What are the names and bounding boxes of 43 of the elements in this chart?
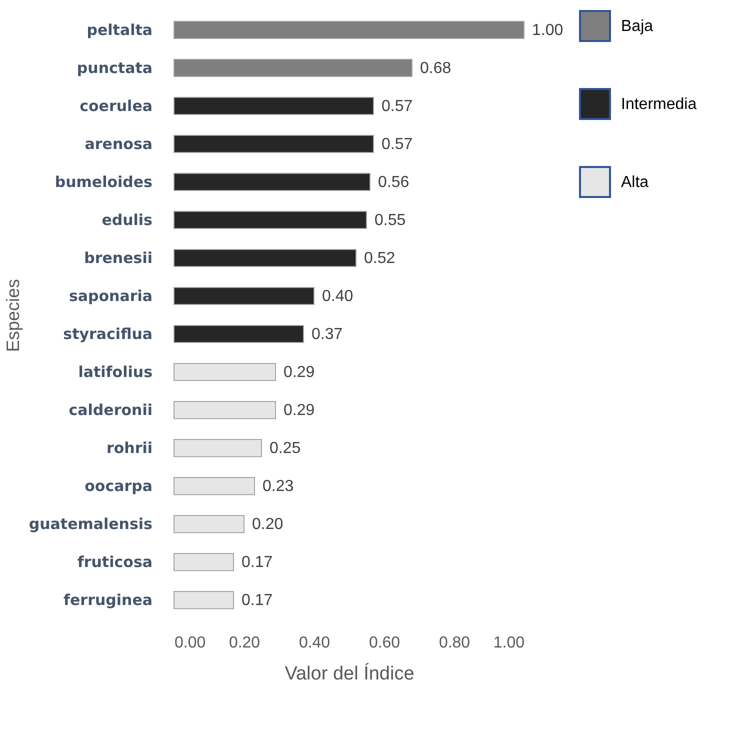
data-label: 0.20 bbox=[252, 516, 284, 534]
y-tick-label: ferruginea bbox=[63, 591, 152, 610]
y-axis-title: Especies bbox=[2, 278, 23, 352]
data-label: 0.17 bbox=[242, 592, 273, 610]
data-label: 0.55 bbox=[374, 212, 406, 229]
y-tick-label: oocarpa bbox=[84, 477, 152, 496]
x-tick-label: 0.00 bbox=[174, 634, 206, 652]
data-label: 0.29 bbox=[284, 402, 315, 420]
legend-label: Baja bbox=[621, 18, 654, 35]
data-label: 1.00 bbox=[532, 22, 564, 39]
x-tick-label: 0.60 bbox=[368, 634, 400, 652]
x-tick-label: 0.80 bbox=[438, 634, 470, 652]
data-label: 0.25 bbox=[270, 440, 301, 458]
x-tick-label: 0.20 bbox=[228, 634, 260, 652]
y-tick-label: saponaria bbox=[68, 286, 152, 305]
y-tick-label: edulis bbox=[102, 210, 153, 229]
x-axis-title: Valor del Índice bbox=[284, 662, 414, 684]
y-tick-label: brenesii bbox=[84, 248, 152, 267]
data-label: 0.68 bbox=[420, 60, 452, 77]
legend-label: Intermedia bbox=[621, 96, 697, 113]
y-tick-label: peltalta bbox=[86, 20, 152, 39]
y-tick-label: punctata bbox=[76, 58, 152, 77]
data-label: 0.56 bbox=[378, 174, 410, 191]
data-label: 0.57 bbox=[382, 136, 413, 153]
y-tick-label: latifolius bbox=[78, 363, 153, 382]
data-label: 0.37 bbox=[312, 326, 343, 344]
data-label: 0.40 bbox=[322, 288, 354, 305]
data-label: 0.57 bbox=[382, 98, 413, 115]
data-label: 0.52 bbox=[364, 250, 396, 267]
data-label: 0.29 bbox=[284, 364, 315, 382]
legend-label: Alta bbox=[621, 174, 649, 191]
y-tick-label: styraciflua bbox=[63, 325, 152, 344]
x-tick-label: 1.00 bbox=[493, 634, 525, 652]
x-tick-label: 0.40 bbox=[298, 634, 330, 652]
y-tick-label: arenosa bbox=[84, 134, 152, 153]
y-tick-label: guatemalensis bbox=[28, 515, 153, 534]
y-tick-label: rohrii bbox=[106, 439, 152, 458]
y-tick-label: coerulea bbox=[80, 96, 152, 115]
data-label: 0.17 bbox=[242, 554, 273, 572]
y-tick-label: fruticosa bbox=[77, 553, 152, 572]
y-tick-label: calderonii bbox=[68, 401, 152, 420]
data-label: 0.23 bbox=[262, 478, 294, 496]
y-tick-label: bumeloides bbox=[54, 172, 153, 191]
